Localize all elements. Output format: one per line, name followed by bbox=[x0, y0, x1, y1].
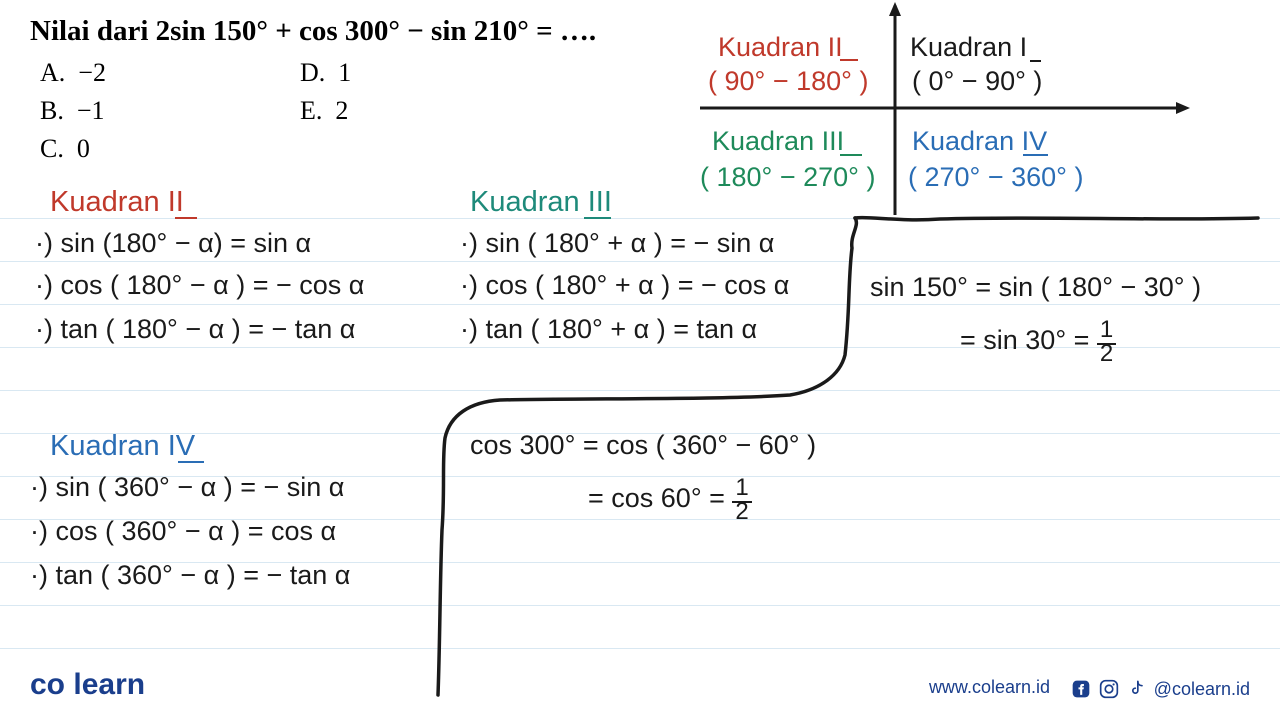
q3-cos: ·) cos ( 180° + α ) = − cos α bbox=[460, 270, 789, 301]
option-b: B. −1 bbox=[40, 96, 105, 126]
q4-cos: ·) cos ( 360° − α ) = cos α bbox=[30, 516, 336, 547]
q3-range: ( 180° − 270° ) bbox=[700, 162, 875, 193]
facebook-icon bbox=[1070, 678, 1092, 700]
q2-heading: Kuadran II bbox=[50, 186, 184, 219]
q2-sin: ·) sin (180° − α) = sin α bbox=[35, 228, 311, 259]
q4-tan: ·) tan ( 360° − α ) = − tan α bbox=[30, 560, 350, 591]
q4-label: Kuadran IV bbox=[912, 126, 1047, 157]
tiktok-icon bbox=[1126, 678, 1148, 700]
q2-cos: ·) cos ( 180° − α ) = − cos α bbox=[35, 270, 364, 301]
q3-sin: ·) sin ( 180° + α ) = − sin α bbox=[460, 228, 774, 259]
q1-range: ( 0° − 90° ) bbox=[912, 66, 1042, 97]
q4-range: ( 270° − 360° ) bbox=[908, 162, 1083, 193]
work-sin30: = sin 30° = 12 bbox=[960, 318, 1116, 366]
social-links: @colearn.id bbox=[1070, 678, 1250, 700]
instagram-icon bbox=[1098, 678, 1120, 700]
option-a: A. −2 bbox=[40, 58, 106, 88]
work-sin150: sin 150° = sin ( 180° − 30° ) bbox=[870, 272, 1201, 303]
q2-tan: ·) tan ( 180° − α ) = − tan α bbox=[35, 314, 355, 345]
website-url: www.colearn.id bbox=[929, 677, 1050, 698]
q1-label: Kuadran I bbox=[910, 32, 1027, 63]
q3-label: Kuadran III bbox=[712, 126, 844, 157]
social-handle: @colearn.id bbox=[1154, 679, 1250, 700]
question-title: Nilai dari 2sin 150° + cos 300° − sin 21… bbox=[30, 15, 596, 48]
option-e: E. 2 bbox=[300, 96, 348, 126]
q4-sin: ·) sin ( 360° − α ) = − sin α bbox=[30, 472, 344, 503]
work-cos300: cos 300° = cos ( 360° − 60° ) bbox=[470, 430, 816, 461]
q2-range: ( 90° − 180° ) bbox=[708, 66, 868, 97]
q3-tan: ·) tan ( 180° + α ) = tan α bbox=[460, 314, 757, 345]
q4-heading: Kuadran IV bbox=[50, 430, 195, 463]
brand-logo: co learn bbox=[30, 668, 145, 702]
work-cos60: = cos 60° = 12 bbox=[588, 476, 752, 524]
option-c: C. 0 bbox=[40, 134, 90, 164]
q3-heading: Kuadran III bbox=[470, 186, 612, 219]
q2-label: Kuadran II bbox=[718, 32, 843, 63]
option-d: D. 1 bbox=[300, 58, 351, 88]
